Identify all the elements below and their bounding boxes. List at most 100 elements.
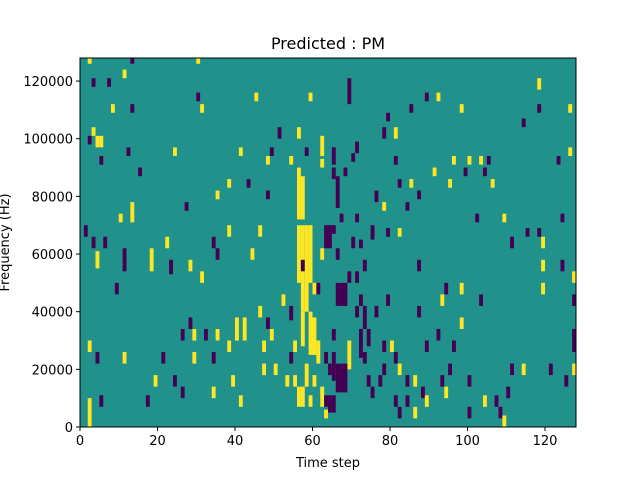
heatmap-cell xyxy=(258,305,263,318)
heatmap-cell xyxy=(266,190,270,200)
heatmap-cell xyxy=(331,225,336,234)
heatmap-cell xyxy=(335,248,340,260)
heatmap-cell xyxy=(95,251,100,269)
heatmap-cell xyxy=(328,225,332,249)
heatmap-cell xyxy=(355,271,359,283)
heatmap-cell xyxy=(173,375,177,387)
heatmap-cell xyxy=(297,127,301,139)
heatmap-cell xyxy=(324,395,328,407)
heatmap-cell xyxy=(359,239,363,249)
heatmap-cell xyxy=(304,363,309,387)
y-tick-label: 120000 xyxy=(23,75,73,90)
heatmap-cell xyxy=(409,179,414,188)
heatmap-cell xyxy=(331,167,336,180)
y-tick-label: 80000 xyxy=(32,190,73,205)
heatmap-cell xyxy=(215,328,220,341)
heatmap-cell xyxy=(393,156,398,165)
heatmap-cell xyxy=(359,294,363,306)
heatmap-cell xyxy=(304,225,309,312)
heatmap-cell xyxy=(424,340,429,353)
heatmap-cell xyxy=(312,375,317,387)
heatmap-cell xyxy=(254,92,259,102)
heatmap-cell xyxy=(204,328,208,341)
heatmap-cell xyxy=(91,236,96,249)
heatmap-cell xyxy=(490,179,495,188)
x-axis-label: Time step xyxy=(295,456,360,471)
x-axis-ticks: 0 20 40 60 80 100 120 xyxy=(76,427,557,449)
heatmap-cell xyxy=(238,147,243,157)
heatmap-cell xyxy=(242,317,247,341)
heatmap-cell xyxy=(297,167,301,180)
heatmap-cell xyxy=(262,363,266,376)
heatmap-cell xyxy=(448,363,452,376)
heatmap-cell xyxy=(397,406,402,419)
heatmap-cell xyxy=(390,340,394,353)
heatmap-cell xyxy=(118,213,123,223)
heatmap-cell xyxy=(370,225,375,240)
heatmap-cell xyxy=(339,363,344,393)
heatmap-cell xyxy=(351,153,356,162)
heatmap-cell xyxy=(382,127,387,139)
heatmap-cell xyxy=(343,167,348,177)
heatmap-cell xyxy=(405,375,410,387)
heatmap-cell xyxy=(111,104,115,113)
heatmap-cell xyxy=(386,112,390,122)
heatmap-cell xyxy=(444,386,449,399)
heatmap-cell xyxy=(188,259,193,272)
heatmap-cell xyxy=(130,202,135,223)
heatmap-cell xyxy=(467,375,472,387)
heatmap-cell xyxy=(180,328,185,341)
y-axis-label: Frequency (Hz) xyxy=(0,193,13,291)
heatmap-cell xyxy=(521,363,526,376)
heatmap-cell xyxy=(126,147,131,157)
heatmap-cell xyxy=(386,294,390,306)
heatmap-cell xyxy=(370,386,375,399)
x-tick-label: 40 xyxy=(227,434,244,449)
heatmap-cell xyxy=(339,213,344,223)
heatmap-cell xyxy=(362,259,367,272)
heatmap-cell xyxy=(122,248,127,272)
y-tick-label: 40000 xyxy=(32,306,73,321)
heatmap-cell xyxy=(560,213,565,223)
heatmap-cell xyxy=(138,167,142,177)
heatmap-cell xyxy=(541,236,545,249)
heatmap-cell xyxy=(444,282,449,295)
heatmap-cell xyxy=(277,127,282,139)
heatmap-cell xyxy=(467,406,472,419)
heatmap-cell xyxy=(417,305,421,318)
heatmap-cell xyxy=(300,311,305,347)
heatmap-cell xyxy=(498,406,503,419)
heatmap-cell xyxy=(250,248,255,260)
y-tick-label: 100000 xyxy=(23,133,73,148)
heatmap-cell xyxy=(293,375,297,387)
heatmap-cell xyxy=(300,259,305,272)
heatmap-cell xyxy=(572,328,576,353)
heatmap-cell xyxy=(328,363,332,376)
heatmap-cell xyxy=(281,294,286,306)
heatmap-cell xyxy=(405,202,410,211)
heatmap-cell xyxy=(328,395,332,413)
heatmap-cell xyxy=(351,236,356,249)
heatmap-cell xyxy=(95,135,100,148)
heatmap-cell xyxy=(227,225,232,237)
heatmap-cell xyxy=(568,104,573,113)
heatmap-cell xyxy=(192,352,197,364)
heatmap-cell xyxy=(560,259,565,272)
y-axis-ticks: 0 20000 40000 60000 80000 100000 120000 xyxy=(23,75,80,436)
heatmap-cell xyxy=(184,202,189,211)
heatmap-cell xyxy=(335,363,340,393)
heatmap-cell xyxy=(227,340,232,353)
heatmap-cell xyxy=(188,317,193,329)
heatmap-cells xyxy=(83,58,576,427)
heatmap-cell xyxy=(300,386,305,407)
heatmap-cell xyxy=(308,395,313,407)
heatmap-cell xyxy=(347,78,352,105)
heatmap-cell xyxy=(479,156,483,165)
heatmap-cell xyxy=(273,363,278,376)
plot-frame xyxy=(79,57,577,428)
heatmap-cell xyxy=(397,228,402,237)
heatmap-cell xyxy=(475,213,480,223)
heatmap-cell xyxy=(235,317,239,341)
heatmap-cell xyxy=(564,375,569,387)
